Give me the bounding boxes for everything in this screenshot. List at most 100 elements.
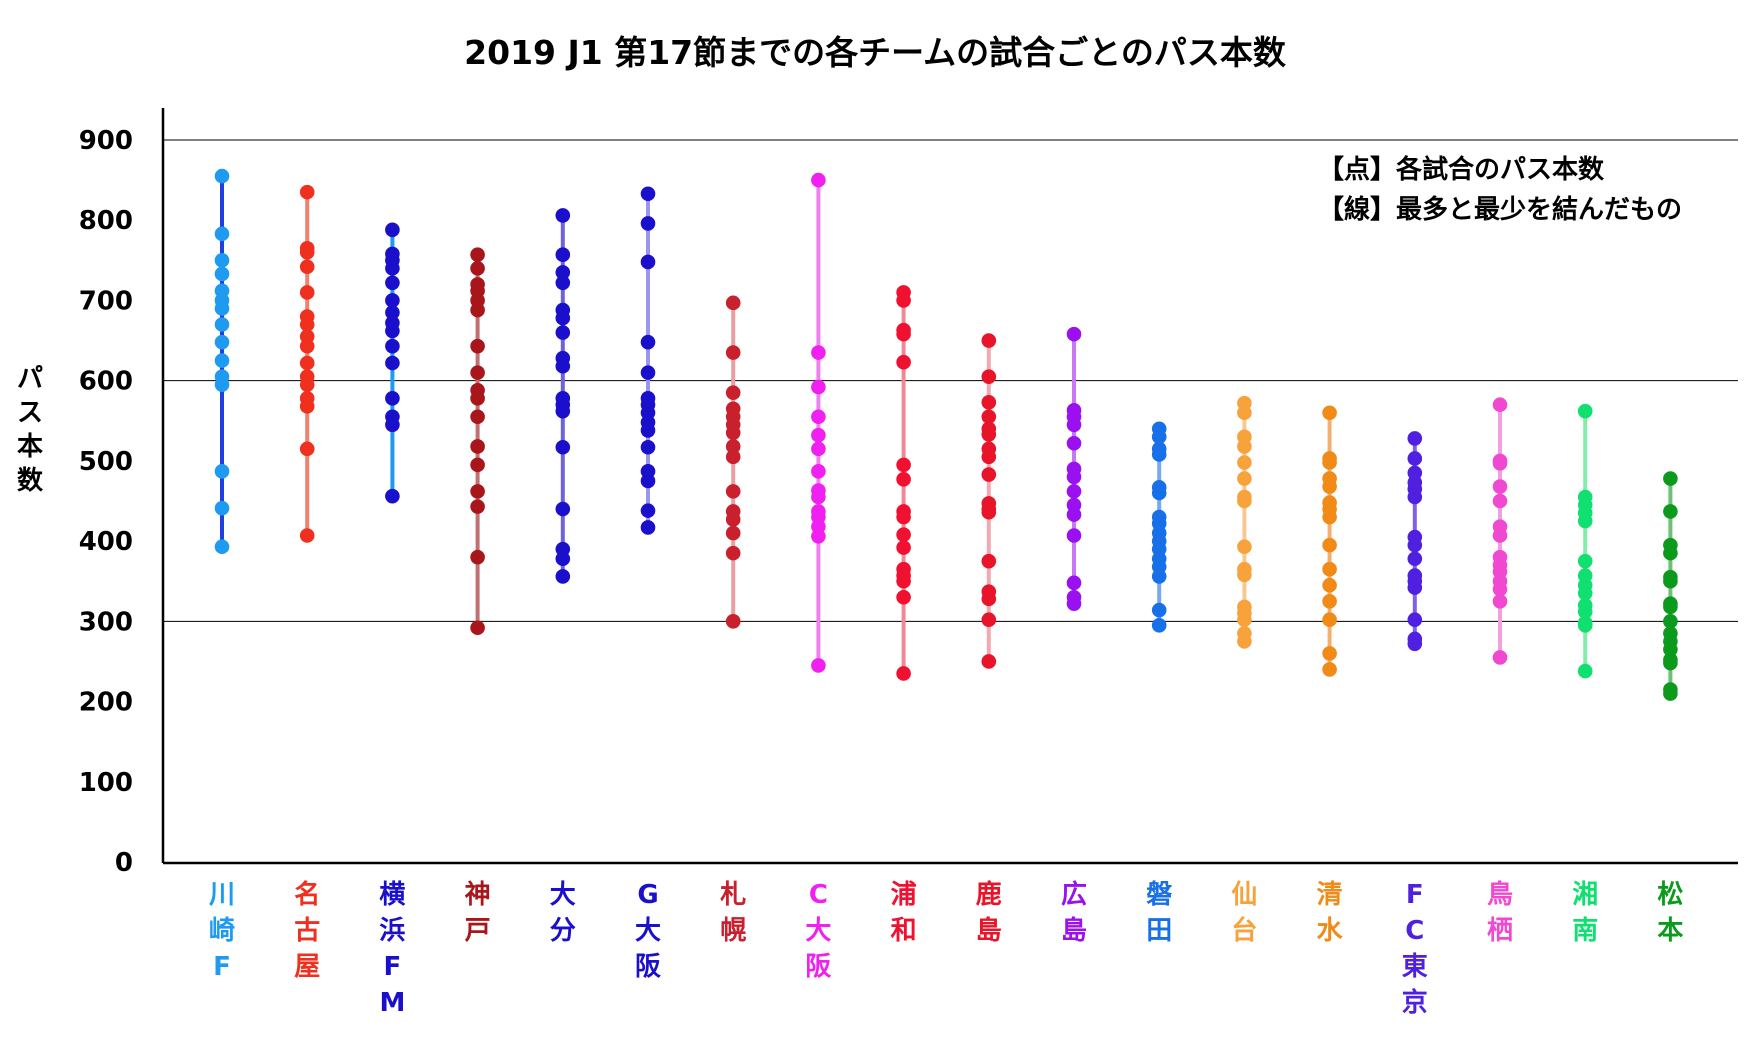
- data-point: [1322, 537, 1337, 553]
- data-point: [640, 254, 656, 270]
- data-point: [470, 457, 485, 473]
- data-point: [640, 439, 656, 455]
- data-point: [555, 325, 571, 340]
- team-label-char: 水: [1317, 916, 1344, 946]
- data-point: [470, 261, 485, 276]
- team-label-大分: 大分: [550, 880, 576, 946]
- data-point: [811, 345, 826, 360]
- data-point: [1407, 537, 1423, 553]
- series-仙台: [1237, 395, 1252, 649]
- data-point: [981, 467, 997, 482]
- data-point: [811, 427, 826, 443]
- y-tick-labels: 0 100 200 300 400 500 600 700 800 900: [79, 126, 133, 878]
- team-label-char: 浦: [891, 879, 917, 910]
- data-point: [470, 620, 485, 636]
- data-point: [725, 345, 741, 360]
- y-axis-label-char: 本: [17, 432, 43, 462]
- team-label-清水: 清水: [1317, 880, 1344, 946]
- data-point: [385, 488, 400, 504]
- data-point: [1407, 612, 1423, 628]
- team-label-char: 横: [379, 880, 405, 910]
- team-label-char: C: [1405, 916, 1424, 946]
- data-point: [1492, 593, 1508, 609]
- team-label-磐田: 磐田: [1146, 880, 1172, 946]
- team-label-char: 神: [465, 880, 491, 910]
- data-point: [555, 501, 571, 517]
- data-point: [470, 499, 485, 514]
- data-point: [1663, 573, 1678, 589]
- series-layer: [214, 168, 1678, 701]
- series-広島: [1066, 326, 1082, 611]
- data-point: [385, 305, 400, 320]
- data-point: [1663, 614, 1678, 629]
- data-point: [811, 441, 826, 457]
- data-point: [470, 391, 485, 406]
- data-point: [214, 377, 230, 392]
- data-point: [470, 549, 485, 565]
- data-point: [299, 338, 315, 354]
- data-point: [725, 449, 741, 465]
- y-tick-label: 400: [79, 527, 133, 557]
- team-label-char: F: [213, 952, 231, 982]
- series-C大阪: [811, 172, 826, 673]
- data-point: [1322, 561, 1337, 577]
- data-point: [1322, 455, 1337, 470]
- data-point: [725, 425, 741, 441]
- team-label-char: 幌: [720, 916, 746, 946]
- data-point: [299, 377, 315, 392]
- data-point: [640, 334, 656, 350]
- data-point: [1492, 650, 1508, 665]
- data-point: [1322, 662, 1337, 677]
- data-point: [811, 658, 826, 673]
- data-point: [981, 449, 997, 465]
- data-point: [725, 512, 741, 527]
- data-point: [555, 265, 571, 280]
- data-point: [555, 310, 571, 326]
- team-label-鳥栖: 鳥栖: [1487, 880, 1513, 946]
- data-point: [555, 275, 571, 291]
- data-point: [1663, 655, 1678, 671]
- team-label-G大阪: G大阪: [635, 880, 661, 982]
- data-point: [640, 423, 656, 438]
- data-point: [299, 245, 315, 260]
- data-point: [470, 338, 485, 354]
- team-label-C大阪: C大阪: [805, 880, 831, 982]
- data-point: [214, 539, 230, 555]
- data-point: [896, 472, 911, 487]
- data-point: [214, 266, 230, 282]
- data-point: [1066, 435, 1082, 451]
- team-label-char: 和: [891, 916, 917, 946]
- team-label-char: 分: [550, 916, 576, 946]
- data-point: [1151, 429, 1167, 445]
- data-point: [1322, 479, 1337, 494]
- team-label-名古屋: 名古屋: [294, 879, 320, 982]
- data-point: [214, 317, 230, 332]
- series-鹿島: [981, 333, 997, 669]
- data-point: [1407, 431, 1423, 446]
- series-横浜FM: [385, 222, 400, 504]
- data-point: [640, 520, 656, 535]
- data-point: [1407, 580, 1423, 595]
- data-point: [385, 338, 400, 354]
- data-point: [1577, 663, 1593, 679]
- data-point: [470, 247, 485, 263]
- data-point: [214, 464, 230, 479]
- series-名古屋: [299, 184, 315, 543]
- data-point: [1663, 599, 1678, 615]
- data-point: [1151, 569, 1167, 584]
- gridlines: [163, 139, 1738, 622]
- data-point: [1577, 618, 1593, 633]
- data-point: [1322, 405, 1337, 421]
- team-label-char: 本: [1657, 916, 1683, 946]
- data-point: [640, 473, 656, 489]
- data-point: [981, 654, 997, 669]
- data-point: [725, 385, 741, 401]
- data-point: [811, 172, 826, 188]
- x-tick-labels: 川崎F名古屋横浜FM神戸大分G大阪札幌C大阪浦和鹿島広島磐田仙台清水FC東京鳥栖…: [209, 879, 1683, 1018]
- team-label-char: 湘: [1572, 880, 1598, 910]
- data-point: [1237, 455, 1252, 470]
- data-point: [1066, 417, 1082, 433]
